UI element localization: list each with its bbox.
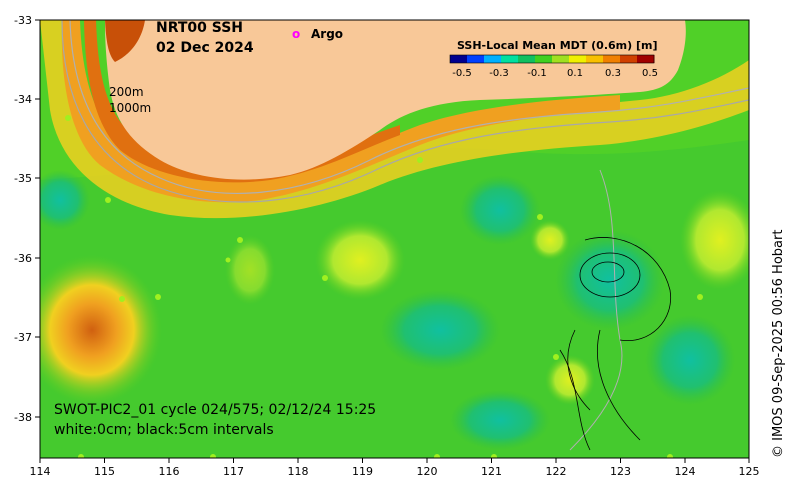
colorbar-swatch bbox=[603, 55, 621, 63]
ssh-field bbox=[40, 20, 749, 458]
x-tick-label: 115 bbox=[94, 465, 115, 478]
map-title-date: 02 Dec 2024 bbox=[156, 40, 254, 56]
colorbar-tick-label: -0.5 bbox=[452, 68, 472, 79]
x-tick-label: 119 bbox=[352, 465, 373, 478]
colorbar-swatch bbox=[569, 55, 587, 63]
y-tick-label: -37 bbox=[14, 331, 32, 344]
colorbar-swatch bbox=[637, 55, 655, 63]
colorbar-swatches bbox=[450, 55, 655, 63]
x-tick-label: 116 bbox=[159, 465, 180, 478]
axis-tick-marks bbox=[35, 19, 750, 463]
isobath-label-200m: 200m bbox=[109, 85, 144, 99]
y-tick-label: -36 bbox=[14, 252, 32, 265]
plot-frame bbox=[39, 19, 750, 459]
y-axis-labels: -33 -34 -35 -36 -37 -38 bbox=[14, 14, 32, 424]
colorbar-swatch bbox=[501, 55, 519, 63]
x-tick-label: 118 bbox=[288, 465, 309, 478]
colorbar: SSH-Local Mean MDT (0.6m) [m] -0.5 -0.3 … bbox=[449, 39, 658, 79]
x-tick-label: 122 bbox=[546, 465, 567, 478]
colorbar-swatch bbox=[467, 55, 485, 63]
x-tick-label: 123 bbox=[610, 465, 631, 478]
argo-legend-label: Argo bbox=[311, 27, 343, 41]
credit-text: © IMOS 09-Sep-2025 00:56 Hobart bbox=[771, 230, 786, 458]
x-tick-label: 124 bbox=[675, 465, 696, 478]
colorbar-tick-label: 0.3 bbox=[605, 68, 621, 79]
argo-marker-icon: o bbox=[292, 27, 300, 41]
colorbar-swatch bbox=[620, 55, 638, 63]
colorbar-swatch bbox=[484, 55, 502, 63]
isobath-label-1000m: 1000m bbox=[109, 101, 151, 115]
colorbar-title: SSH-Local Mean MDT (0.6m) [m] bbox=[457, 39, 657, 52]
y-tick-label: -38 bbox=[14, 411, 32, 424]
x-tick-label: 117 bbox=[223, 465, 244, 478]
colorbar-swatch bbox=[535, 55, 553, 63]
y-tick-label: -35 bbox=[14, 172, 32, 185]
colorbar-swatch bbox=[450, 55, 468, 63]
contour-lines bbox=[559, 237, 672, 451]
colorbar-swatch bbox=[552, 55, 570, 63]
colorbar-frame bbox=[449, 54, 655, 64]
y-tick-label: -33 bbox=[14, 14, 32, 27]
swot-pass-info: SWOT-PIC2_01 cycle 024/575; 02/12/24 15:… bbox=[54, 402, 376, 418]
colorbar-tick-label: -0.3 bbox=[489, 68, 509, 79]
x-axis-labels: 114 115 116 117 118 119 120 121 122 123 … bbox=[30, 465, 760, 478]
x-tick-label: 125 bbox=[739, 465, 760, 478]
colorbar-tick-label: -0.1 bbox=[527, 68, 547, 79]
x-tick-label: 120 bbox=[417, 465, 438, 478]
y-tick-label: -34 bbox=[14, 93, 32, 106]
map-title-product: NRT00 SSH bbox=[156, 20, 243, 36]
x-tick-label: 121 bbox=[481, 465, 502, 478]
colorbar-swatch bbox=[586, 55, 604, 63]
observation-dots bbox=[65, 115, 703, 458]
colorbar-tick-label: 0.5 bbox=[642, 68, 658, 79]
x-tick-label: 114 bbox=[30, 465, 51, 478]
contour-interval-info: white:0cm; black:5cm intervals bbox=[54, 422, 274, 438]
colorbar-swatch bbox=[518, 55, 536, 63]
colorbar-tick-label: 0.1 bbox=[567, 68, 583, 79]
